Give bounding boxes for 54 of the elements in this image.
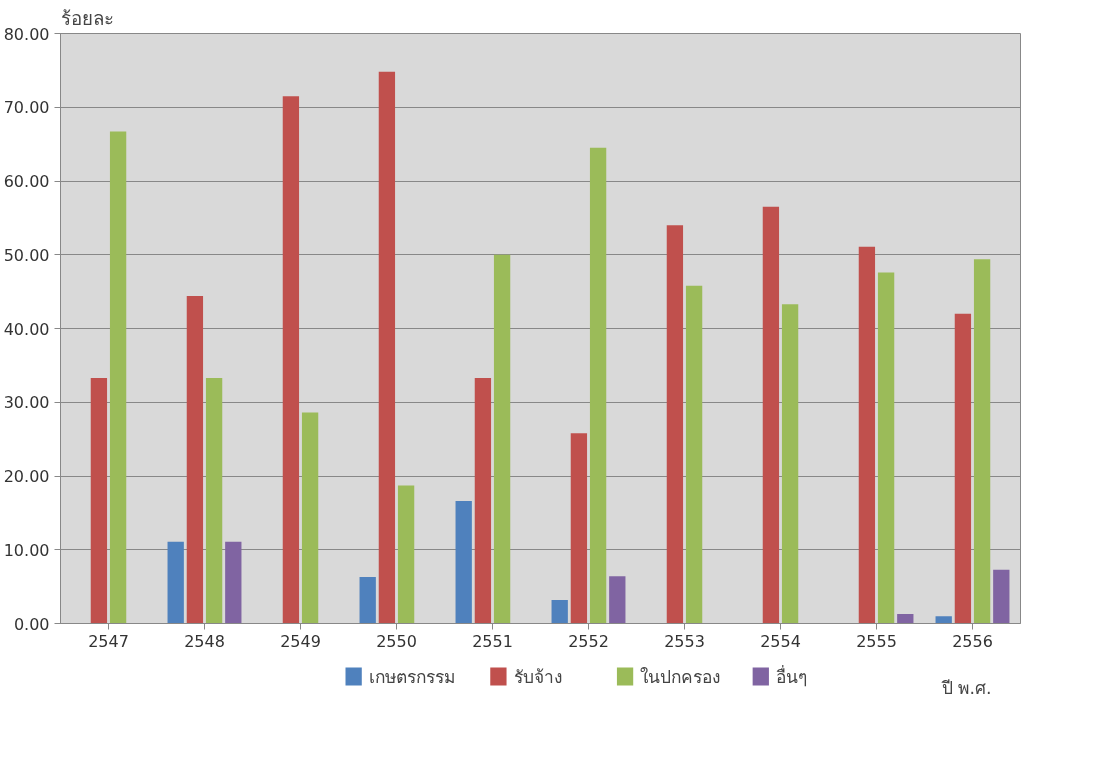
bar — [186, 296, 204, 624]
bar — [954, 313, 972, 624]
bar — [455, 501, 472, 624]
bar — [993, 569, 1010, 624]
y-tick-label: 40.00 — [3, 319, 50, 339]
x-tick-label: 2552 — [568, 631, 609, 651]
bar — [781, 304, 799, 624]
bar — [589, 147, 607, 624]
x-tick-label: 2550 — [376, 631, 417, 651]
legend-label: เกษตรกรรม — [369, 666, 456, 687]
bar — [877, 272, 895, 624]
bar — [378, 71, 396, 624]
legend-label: ในปกครอง — [640, 666, 721, 687]
bar — [570, 433, 588, 624]
x-axis-title: ปี พ.ศ. — [940, 677, 992, 698]
legend-label: อื่นๆ — [776, 664, 808, 687]
bar — [109, 131, 127, 624]
bar — [897, 613, 914, 624]
bar — [762, 206, 780, 624]
bar — [935, 616, 952, 624]
x-tick-label: 2549 — [280, 631, 321, 651]
bar — [397, 485, 415, 624]
x-tick-label: 2551 — [472, 631, 513, 651]
bar — [359, 577, 376, 624]
x-tick-label: 2554 — [760, 631, 801, 651]
y-tick-label: 10.00 — [3, 540, 50, 560]
bar — [609, 576, 626, 624]
x-tick-label: 2555 — [856, 631, 897, 651]
y-tick-label: 80.00 — [3, 24, 50, 44]
bar — [225, 541, 242, 624]
y-tick-label: 70.00 — [3, 98, 50, 118]
legend-label: รับจ้าง — [513, 666, 562, 687]
bar — [666, 225, 684, 624]
x-tick-label: 2548 — [184, 631, 225, 651]
bar — [205, 377, 223, 624]
bar — [551, 599, 568, 624]
bar — [90, 377, 108, 624]
y-tick-label: 20.00 — [3, 467, 50, 486]
bar — [474, 377, 492, 624]
y-tick-label: 50.00 — [3, 245, 50, 265]
bar — [282, 96, 300, 624]
bar — [167, 541, 184, 624]
bar — [685, 285, 703, 624]
y-tick-label: 30.00 — [3, 393, 50, 413]
bar — [301, 412, 319, 624]
bar — [493, 254, 511, 624]
x-tick-label: 2547 — [88, 631, 129, 651]
x-tick-label: 2553 — [664, 631, 705, 651]
bar — [973, 259, 991, 624]
bar — [858, 246, 876, 624]
y-axis-title: ร้อยละ — [60, 7, 114, 29]
y-tick-label: 60.00 — [3, 172, 50, 191]
x-tick-label: 2556 — [952, 631, 993, 651]
y-tick-label: 0.00 — [13, 614, 50, 634]
